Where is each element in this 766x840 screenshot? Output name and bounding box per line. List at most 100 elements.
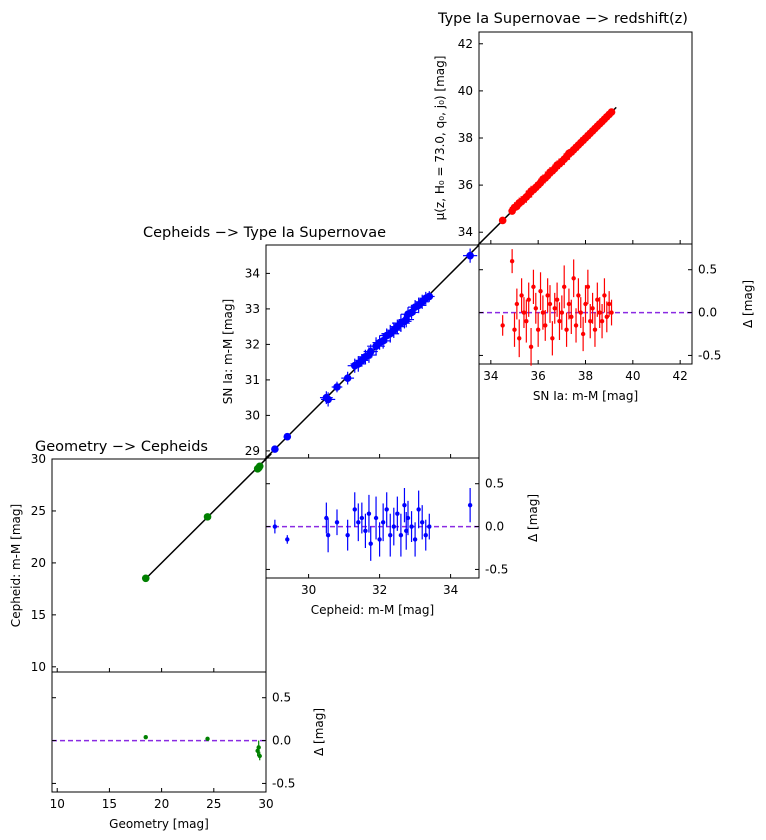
data-point	[203, 513, 212, 521]
residual-point	[402, 502, 407, 508]
residual-point	[606, 301, 612, 307]
data-point	[466, 251, 474, 260]
residual-point	[363, 528, 368, 534]
residual-point	[526, 297, 531, 302]
residual-point	[578, 310, 583, 315]
x-tick-label: 34	[443, 583, 458, 597]
data-point	[498, 216, 507, 225]
residual-point	[325, 532, 331, 538]
residual-point	[359, 515, 365, 521]
residual-y-axis-label: Δ [mag]	[526, 494, 540, 542]
x-tick-label: 10	[50, 797, 65, 811]
y-tick-label: 20	[31, 556, 46, 570]
y-tick-label: 42	[458, 37, 473, 51]
residual-point	[256, 745, 261, 750]
data-point	[343, 374, 352, 382]
residual-point	[514, 301, 520, 307]
x-tick-label: 20	[154, 797, 169, 811]
y-tick-label: 10	[31, 660, 46, 674]
residual-point	[604, 314, 609, 320]
residual-point	[509, 258, 515, 264]
residual-point	[545, 293, 550, 298]
residual-point	[409, 524, 414, 529]
residual-point	[580, 331, 586, 337]
residual-point	[143, 734, 148, 740]
y-axis-label: SN Ia: m-M [mag]	[221, 299, 235, 404]
residual-point	[521, 310, 527, 315]
chart-title: Type Ia Supernovae −> redshift(z)	[437, 11, 688, 27]
residual-point	[559, 310, 565, 315]
data-point	[425, 292, 434, 301]
data-point	[324, 395, 332, 404]
residual-point	[524, 318, 529, 324]
residual-point	[540, 310, 546, 315]
x-axis-label: Cepheid: m-M [mag]	[311, 603, 434, 617]
residual-point	[517, 336, 522, 341]
y-tick-label: 30	[245, 408, 260, 422]
residual-y-axis-label: Δ [mag]	[312, 708, 326, 756]
residual-point	[585, 284, 591, 290]
residual-point	[597, 310, 602, 315]
y-tick-label: 0.0	[485, 520, 504, 534]
residual-point	[583, 301, 588, 307]
residual-point	[366, 511, 372, 516]
residual-point	[412, 537, 418, 542]
y-tick-label: 0.5	[485, 477, 504, 491]
x-tick-label: 15	[102, 797, 117, 811]
residual-point	[420, 520, 425, 525]
residual-point	[550, 336, 555, 341]
y-tick-label: -0.5	[272, 776, 295, 790]
residual-point	[404, 528, 409, 534]
x-tick-label: 38	[578, 369, 593, 383]
x-tick-label: 32	[372, 583, 387, 597]
residual-point	[500, 323, 505, 328]
y-tick-label: -0.5	[698, 348, 721, 362]
residual-point	[531, 284, 536, 290]
y-tick-label: 30	[31, 452, 46, 466]
x-tick-label: 40	[625, 369, 640, 383]
residual-point	[356, 520, 361, 525]
panel-2: 10 15 20 25 30 10 15 20 25 30 0.5 0.0 -0.5 Geometry −…	[9, 439, 326, 831]
y-tick-label: 34	[458, 225, 473, 239]
residual-point	[533, 306, 538, 311]
residual-point	[512, 327, 517, 332]
y-tick-label: 29	[245, 444, 260, 458]
residual-y-axis-label: Δ [mag]	[741, 280, 755, 328]
x-tick-label: 36	[531, 369, 546, 383]
chart-title: Cepheids −> Type Ia Supernovae	[143, 225, 386, 241]
residual-point	[395, 511, 400, 516]
x-axis-label: Geometry [mag]	[109, 817, 209, 831]
residual-point	[602, 293, 607, 298]
panel-1: 29 30 31 32 33 34 30 32 34 0.5 0.0 -0.5 Cepheids −> …	[143, 225, 540, 617]
chart-panels: 34 36 38 40 42 34 36 38 40 42 0.5 0.0 -0.5 Type Ia Su…	[9, 11, 755, 831]
y-tick-label: 34	[245, 266, 260, 280]
y-tick-label: 36	[458, 178, 473, 192]
residual-point	[205, 736, 210, 742]
residual-point	[324, 515, 329, 521]
residual-point	[543, 323, 548, 328]
y-tick-label: 38	[458, 131, 473, 145]
y-tick-label: 0.5	[698, 263, 717, 277]
residual-point	[377, 537, 382, 542]
data-point	[271, 445, 279, 453]
residual-point	[538, 288, 543, 294]
residual-point	[595, 297, 600, 302]
x-tick-label: 25	[206, 797, 221, 811]
residual-point	[285, 537, 290, 542]
data-point	[366, 347, 375, 356]
residual-point	[373, 515, 379, 521]
x-axis-label: SN Ia: m-M [mag]	[533, 389, 638, 403]
y-tick-label: 25	[31, 504, 46, 518]
y-tick-label: -0.5	[485, 562, 508, 576]
residual-point	[391, 524, 396, 529]
y-tick-label: 31	[245, 373, 260, 387]
residual-point	[535, 327, 541, 332]
residual-point	[592, 327, 598, 332]
residual-point	[576, 293, 581, 298]
chart-title: Geometry −> Cepheids	[35, 439, 208, 455]
y-tick-label: 33	[245, 302, 260, 316]
residual-point	[566, 301, 572, 307]
residual-point	[345, 532, 350, 538]
residual-point	[272, 524, 278, 529]
residual-point	[416, 507, 421, 512]
